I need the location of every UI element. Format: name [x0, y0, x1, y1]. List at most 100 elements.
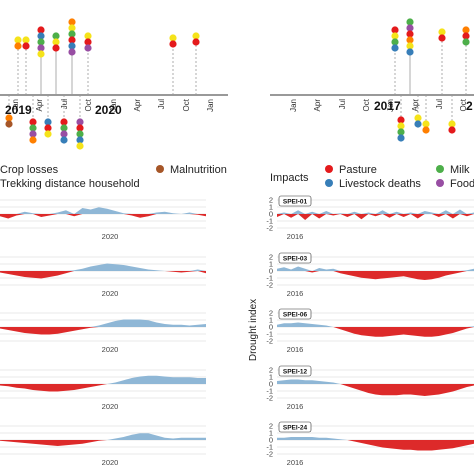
impact-dot — [22, 42, 30, 50]
legend-impacts-title: Impacts — [270, 172, 309, 184]
impact-dot — [462, 38, 470, 46]
spei-negative-area — [277, 440, 474, 451]
strip-x-tick-label: 2016 — [287, 289, 304, 298]
drought-strip: 2016 210-1-2 SPEI-06 — [266, 309, 474, 354]
spei-positive-area — [277, 266, 474, 271]
legend-food: Food — [450, 178, 474, 190]
right-month-label: Jan — [386, 99, 395, 112]
impact-dot — [169, 34, 177, 42]
legend-pasture: Pasture — [339, 164, 377, 176]
spei-negative-area — [277, 327, 474, 337]
impact-dot — [391, 32, 399, 40]
drought-strip: 2016 210-1-2 SPEI-03 — [266, 252, 474, 298]
left-month-label: Apr — [133, 99, 142, 112]
right-month-label: Oct — [459, 98, 468, 111]
left-month-labels: Jan Apr Jul Oct Jan Apr Jul Oct Jan — [11, 98, 215, 112]
right-month-label: Apr — [411, 99, 420, 112]
strip-x-tick-label: 2016 — [287, 402, 304, 411]
strip-y-tick-label: -1 — [266, 330, 273, 339]
left-month-label: Oct — [182, 98, 191, 111]
strip-x-tick-label: 2020 — [102, 458, 119, 467]
spei-positive-area — [277, 379, 474, 384]
spei-negative-area — [277, 384, 474, 396]
strip-x-tick-label: 2020 — [102, 402, 119, 411]
strip-y-tick-label: 0 — [269, 210, 273, 219]
left-month-label: Jul — [157, 99, 166, 109]
strip-x-tick-label: 2016 — [287, 458, 304, 467]
impact-dot — [68, 36, 76, 44]
impact-dot — [22, 36, 30, 44]
spei-label: SPEI-06 — [283, 311, 308, 318]
strip-y-tick-label: -1 — [266, 387, 273, 396]
right-month-label: Apr — [313, 99, 322, 112]
impact-dot — [76, 118, 84, 126]
impact-dot — [52, 38, 60, 46]
legend-food-dot — [436, 179, 444, 187]
impact-dot — [397, 134, 405, 142]
left-month-label: Apr — [35, 99, 44, 112]
left-drought-strips: 2020 2020 2020 2020 2020 — [0, 199, 206, 467]
impact-dot — [462, 32, 470, 40]
drought-strip: 2020 — [0, 425, 206, 467]
impact-dot — [68, 18, 76, 26]
strip-x-tick-label: 2016 — [287, 232, 304, 241]
left-year-2019: 2019 — [5, 103, 32, 117]
strip-y-tick-label: 1 — [269, 316, 273, 325]
strip-y-tick-label: 2 — [269, 196, 273, 205]
left-legend: Crop losses Trekking distance household … — [0, 164, 227, 190]
drought-strip: 2016 210-1-2 SPEI-01 — [266, 195, 474, 241]
left-month-label: Jan — [206, 99, 215, 112]
impact-dot — [448, 120, 456, 128]
impact-dot — [406, 24, 414, 32]
impact-dot — [406, 48, 414, 56]
strip-y-tick-label: 1 — [269, 373, 273, 382]
spei-label-box — [278, 195, 312, 207]
impact-dot — [5, 114, 13, 122]
impact-dot — [37, 32, 45, 40]
left-impact-dots — [5, 18, 200, 150]
right-timeline-stems — [394, 38, 467, 124]
legend-pasture-dot — [325, 165, 333, 173]
spei-label-box — [278, 421, 312, 433]
strip-y-tick-label: 2 — [269, 309, 273, 318]
impact-dot — [192, 32, 200, 40]
left-month-label: Jan — [11, 99, 20, 112]
left-timeline: Jan Apr Jul Oct Jan Apr Jul Oct Jan 2019 2020 — [0, 18, 228, 150]
spei-positive-area — [0, 207, 206, 214]
impact-dot — [414, 114, 422, 122]
impact-dot — [391, 38, 399, 46]
strip-x-tick-label: 2020 — [102, 345, 119, 354]
spei-negative-area — [0, 384, 206, 392]
impact-dot — [37, 44, 45, 52]
impact-dot — [397, 128, 405, 136]
impact-dot — [76, 136, 84, 144]
drought-strip: 2020 — [0, 199, 206, 241]
spei-label-box — [278, 252, 312, 264]
strip-y-tick-label: 2 — [269, 366, 273, 375]
impact-dot — [44, 130, 52, 138]
left-month-label: Jul — [60, 99, 69, 109]
drought-strip: 2016 210-1-2 SPEI-12 — [266, 366, 474, 411]
strip-y-tick-label: 0 — [269, 436, 273, 445]
spei-positive-area — [0, 263, 206, 271]
legend-milk-dot — [436, 165, 444, 173]
impact-dot — [60, 124, 68, 132]
impact-dot — [68, 24, 76, 32]
impact-dot — [84, 44, 92, 52]
impact-dot — [84, 32, 92, 40]
impact-dot — [391, 44, 399, 52]
impact-dot — [44, 118, 52, 126]
right-month-label: Jan — [289, 99, 298, 112]
impact-dot — [438, 34, 446, 42]
spei-negative-area — [0, 327, 206, 335]
legend-crop-losses: Crop losses — [0, 164, 59, 176]
impact-dot — [14, 36, 22, 44]
left-month-label: Oct — [84, 98, 93, 111]
impact-dot — [406, 42, 414, 50]
spei-positive-area — [277, 437, 474, 440]
impact-dot — [37, 38, 45, 46]
impact-dot — [52, 32, 60, 40]
strip-y-tick-label: -2 — [266, 450, 273, 459]
legend-livestock-deaths: Livestock deaths — [339, 178, 421, 190]
